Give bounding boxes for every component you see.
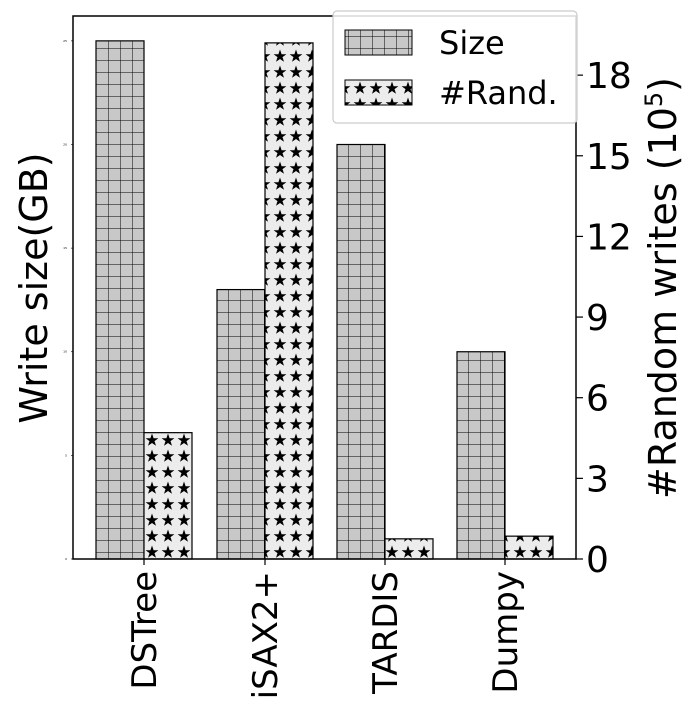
y-axis-label-left: Write size(GB) <box>12 152 56 423</box>
bar-size-isax2 <box>216 288 266 560</box>
plot-frame <box>72 15 577 560</box>
ticks-layer: DSTree iSAX2+ TARDIS Dumpy 0 5 10 15 20 25 0 3 6 9 12 1… <box>63 39 632 699</box>
bar-size-dstree <box>95 40 145 560</box>
y-axis-label-right: #Random writes (105) <box>640 77 685 499</box>
y-tick-left-label: 20 <box>63 142 67 146</box>
legend: Size #Rand. <box>332 10 578 124</box>
y-tick-left-label: 5 <box>65 453 67 457</box>
y-tick-right-label: 9 <box>586 298 609 339</box>
y-tick-left-label: 10 <box>63 350 67 354</box>
bar-size-tardis <box>336 143 386 560</box>
legend-label-size: Size <box>439 24 505 62</box>
bar-rand-tardis <box>384 538 434 560</box>
y-tick-right-label: 6 <box>586 379 609 420</box>
y-tick-left-label: 0 <box>65 557 67 561</box>
y-tick-right-label: 0 <box>586 540 609 581</box>
y-tick-right-label: 12 <box>586 217 632 258</box>
bar-rand-dstree <box>143 432 193 560</box>
legend-swatch-rand <box>344 79 413 106</box>
x-tick-label: iSAX2+ <box>246 571 286 699</box>
y-tick-right-label: 3 <box>586 459 609 500</box>
y-tick-right-label: 18 <box>586 56 632 97</box>
bars-layer <box>95 40 554 560</box>
bar-size-dumpy <box>456 351 506 560</box>
y-tick-left-label: 15 <box>63 246 67 250</box>
legend-label-rand: #Rand. <box>439 74 558 112</box>
bar-rand-isax2 <box>264 42 314 560</box>
bar-rand-dumpy <box>504 535 554 560</box>
y-axis-label-right-close: ) <box>641 77 685 92</box>
y-tick-left-label: 25 <box>63 39 67 43</box>
x-tick-label: DSTree <box>125 571 165 690</box>
y-axis-label-right-base: #Random writes (10 <box>641 107 685 499</box>
y-axis-label-right-exponent: 5 <box>640 92 668 107</box>
x-tick-label: TARDIS <box>366 571 406 695</box>
y-tick-right-label: 15 <box>586 137 632 178</box>
legend-swatch-size <box>344 29 413 56</box>
x-tick-label: Dumpy <box>486 571 526 694</box>
